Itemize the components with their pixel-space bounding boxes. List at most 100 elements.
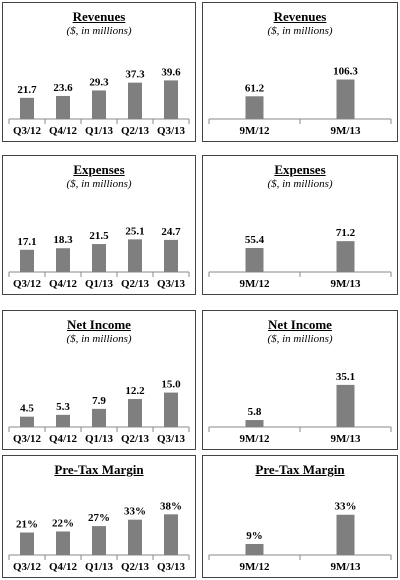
data-label: 21.7 bbox=[17, 84, 37, 96]
category-label: Q3/12 bbox=[13, 125, 42, 137]
chart-title: Expenses bbox=[73, 162, 125, 177]
data-label: 38% bbox=[160, 500, 182, 512]
data-label: 61.2 bbox=[245, 82, 265, 94]
bar-Q1/13 bbox=[92, 90, 106, 119]
bar-Q1/13 bbox=[92, 244, 106, 272]
category-label: Q4/12 bbox=[49, 278, 78, 290]
category-label: Q3/13 bbox=[157, 561, 186, 573]
chart-subtitle: ($, in millions) bbox=[66, 25, 132, 37]
data-label: 15.0 bbox=[161, 379, 181, 391]
bar-Q3/13 bbox=[164, 514, 178, 555]
bar-Q3/12 bbox=[20, 416, 34, 427]
chart-panel-3: 55.4 9M/12 71.2 9M/13 Expenses ($, in million… bbox=[202, 155, 398, 295]
bar-9M/13 bbox=[336, 241, 355, 272]
bar-Q3/13 bbox=[164, 80, 178, 119]
data-label: 27% bbox=[88, 512, 110, 524]
data-label: 23.6 bbox=[53, 82, 73, 94]
bar-9M/12 bbox=[245, 96, 264, 119]
category-label: Q4/12 bbox=[49, 125, 78, 137]
chart-panel-6: 21% Q3/12 22% Q4/12 27% Q1/13 33% Q2/13 38% Q3/13… bbox=[2, 455, 196, 578]
data-label: 37.3 bbox=[125, 69, 145, 81]
data-label: 24.7 bbox=[161, 226, 181, 238]
bar-Q4/12 bbox=[56, 414, 70, 427]
bar-Q2/13 bbox=[128, 519, 142, 555]
data-label: 35.1 bbox=[336, 371, 355, 383]
chart-title: Pre-Tax Margin bbox=[54, 462, 144, 477]
category-label: Q2/13 bbox=[121, 125, 150, 137]
chart-title: Pre-Tax Margin bbox=[255, 462, 345, 477]
data-label: 18.3 bbox=[53, 234, 73, 246]
bar-Q2/13 bbox=[128, 82, 142, 119]
category-label: 9M/13 bbox=[331, 125, 361, 137]
category-label: Q4/12 bbox=[49, 433, 78, 445]
bar-chart: 5.8 9M/12 35.1 9M/13 bbox=[208, 371, 392, 445]
category-label: 9M/13 bbox=[331, 278, 361, 290]
bar-9M/12 bbox=[245, 420, 264, 427]
data-label: 4.5 bbox=[20, 403, 34, 415]
bar-9M/12 bbox=[245, 247, 264, 272]
bar-chart: 55.4 9M/12 71.2 9M/13 bbox=[208, 227, 392, 290]
bar-Q3/13 bbox=[164, 239, 178, 272]
data-label: 33% bbox=[335, 501, 357, 513]
bar-9M/13 bbox=[336, 514, 355, 555]
category-label: Q3/13 bbox=[157, 433, 186, 445]
data-label: 106.3 bbox=[333, 66, 358, 78]
category-label: Q1/13 bbox=[85, 433, 114, 445]
category-label: 9M/12 bbox=[240, 561, 270, 573]
bar-Q3/12 bbox=[20, 249, 34, 272]
chart-subtitle: ($, in millions) bbox=[267, 25, 333, 37]
bar-Q3/12 bbox=[20, 97, 34, 119]
chart-panel-7: 9% 9M/12 33% 9M/13 Pre-Tax Margin bbox=[202, 455, 398, 578]
data-label: 22% bbox=[52, 517, 74, 529]
data-label: 33% bbox=[124, 506, 146, 518]
bar-9M/13 bbox=[336, 79, 355, 119]
category-label: Q4/12 bbox=[49, 561, 78, 573]
bar-chart: 21% Q3/12 22% Q4/12 27% Q1/13 33% Q2/13 38% Q3/13 bbox=[8, 500, 190, 573]
category-label: Q2/13 bbox=[121, 561, 150, 573]
data-label: 7.9 bbox=[92, 395, 106, 407]
bar-Q2/13 bbox=[128, 239, 142, 272]
bar-Q4/12 bbox=[56, 531, 70, 555]
data-label: 39.6 bbox=[161, 66, 181, 78]
category-label: Q1/13 bbox=[85, 278, 114, 290]
chart-panel-2: 17.1 Q3/12 18.3 Q4/12 21.5 Q1/13 25.1 Q2/13 24.7… bbox=[2, 155, 196, 295]
category-label: 9M/12 bbox=[240, 278, 270, 290]
data-label: 5.3 bbox=[56, 401, 70, 413]
category-label: Q3/12 bbox=[13, 278, 42, 290]
category-label: Q3/13 bbox=[157, 278, 186, 290]
category-label: Q1/13 bbox=[85, 561, 114, 573]
chart-title: Net Income bbox=[268, 317, 332, 332]
category-label: 9M/13 bbox=[331, 561, 361, 573]
bar-chart: 17.1 Q3/12 18.3 Q4/12 21.5 Q1/13 25.1 Q2/13 24.7… bbox=[8, 225, 190, 290]
data-label: 21.5 bbox=[89, 230, 109, 242]
category-label: Q3/12 bbox=[13, 561, 42, 573]
category-label: Q1/13 bbox=[85, 125, 114, 137]
data-label: 29.3 bbox=[89, 76, 109, 88]
chart-panel-4: 4.5 Q3/12 5.3 Q4/12 7.9 Q1/13 12.2 Q2/13 15.0 Q3/… bbox=[2, 310, 196, 450]
chart-subtitle: ($, in millions) bbox=[66, 178, 132, 190]
bar-9M/13 bbox=[336, 384, 355, 427]
data-label: 21% bbox=[16, 519, 38, 531]
data-label: 25.1 bbox=[125, 225, 144, 237]
bar-Q4/12 bbox=[56, 95, 70, 119]
bar-chart: 61.2 9M/12 106.3 9M/13 bbox=[208, 66, 392, 137]
chart-panel-1: 61.2 9M/12 106.3 9M/13 Revenues ($, in millio… bbox=[202, 2, 398, 142]
chart-panel-0: 21.7 Q3/12 23.6 Q4/12 29.3 Q1/13 37.3 Q2/13 39.6… bbox=[2, 2, 196, 142]
bar-chart: 21.7 Q3/12 23.6 Q4/12 29.3 Q1/13 37.3 Q2/13 39.6… bbox=[8, 66, 190, 137]
bar-9M/12 bbox=[245, 544, 264, 555]
chart-title: Net Income bbox=[67, 317, 131, 332]
chart-title: Revenues bbox=[72, 9, 126, 24]
category-label: Q3/13 bbox=[157, 125, 186, 137]
bar-chart: 9% 9M/12 33% 9M/13 bbox=[208, 501, 392, 573]
bar-Q1/13 bbox=[92, 408, 106, 427]
chart-subtitle: ($, in millions) bbox=[267, 178, 333, 190]
chart-title: Revenues bbox=[273, 9, 327, 24]
data-label: 71.2 bbox=[336, 227, 356, 239]
data-label: 5.8 bbox=[248, 406, 262, 418]
category-label: 9M/13 bbox=[331, 433, 361, 445]
category-label: Q2/13 bbox=[121, 433, 150, 445]
bar-Q3/13 bbox=[164, 392, 178, 427]
data-label: 9% bbox=[246, 530, 263, 542]
chart-panel-5: 5.8 9M/12 35.1 9M/13 Net Income ($, in millio… bbox=[202, 310, 398, 450]
data-label: 17.1 bbox=[17, 236, 36, 248]
